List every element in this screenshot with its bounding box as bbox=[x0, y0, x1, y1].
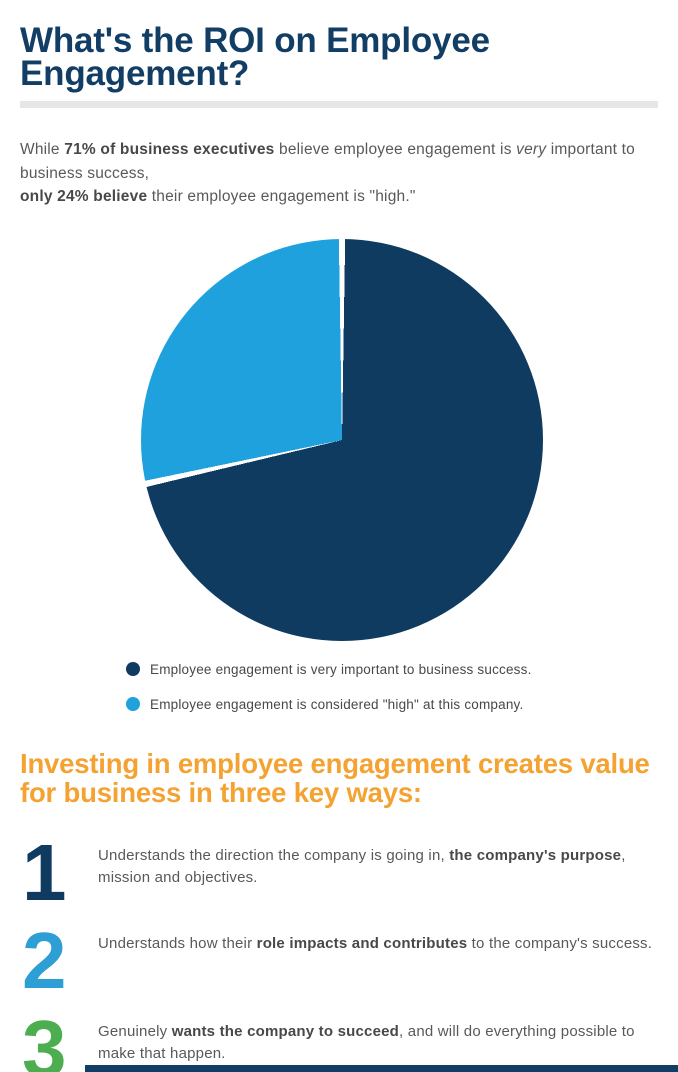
step-number: 3 bbox=[22, 1003, 67, 1072]
legend-item: Employee engagement is considered "high"… bbox=[126, 696, 678, 713]
intro-emphasis: very bbox=[516, 141, 547, 158]
pie-chart bbox=[141, 238, 543, 641]
step-text-segment: Understands the direction the company is… bbox=[98, 846, 450, 864]
step-text-segment: , mission and objectives. bbox=[98, 846, 626, 886]
page-title: What's the ROI on Employee Engagement? bbox=[20, 21, 490, 93]
section-heading: Investing in employee engagement creates… bbox=[20, 747, 650, 808]
step-item: 3 Genuinely wants the company to succeed… bbox=[0, 1003, 678, 1072]
legend-item: Employee engagement is very important to… bbox=[126, 661, 678, 678]
step-text-segment: Understands how their bbox=[98, 934, 257, 952]
step-text-bold: role impacts and contributes bbox=[256, 934, 468, 952]
footer-bar bbox=[85, 1065, 678, 1072]
legend-item-label: Employee engagement is very important to… bbox=[150, 661, 532, 677]
step-text: Genuinely wants the company to succeed, … bbox=[98, 1019, 654, 1072]
intro-text: their employee engagement is "high." bbox=[147, 188, 416, 205]
legend-item-label: Employee engagement is considered "high"… bbox=[150, 696, 524, 712]
step-number: 2 bbox=[22, 915, 67, 1005]
legend-swatch-icon bbox=[126, 697, 140, 711]
intro-text: important to business success, bbox=[20, 141, 636, 182]
title-divider bbox=[20, 101, 658, 108]
step-item: 1 Understands the direction the company … bbox=[0, 827, 678, 917]
step-text: Understands the direction the company is… bbox=[98, 843, 654, 903]
step-item: 2 Understands how their role impacts and… bbox=[0, 915, 678, 1005]
step-number: 1 bbox=[22, 827, 67, 917]
steps-list: 1 Understands the direction the company … bbox=[0, 827, 678, 1072]
intro-stat-24: only 24% believe bbox=[20, 188, 148, 205]
legend-swatch-icon bbox=[126, 662, 140, 676]
step-text: Understands how their role impacts and c… bbox=[98, 931, 654, 991]
intro-paragraph: While 71% of business executives believe… bbox=[20, 138, 650, 209]
step-text-segment: to the company's success. bbox=[467, 934, 653, 952]
intro-text: While bbox=[20, 141, 65, 158]
step-text-segment: , and will do everything possible to mak… bbox=[98, 1022, 635, 1062]
step-text-bold: wants the company to succeed bbox=[171, 1022, 400, 1040]
intro-text: believe employee engagement is bbox=[274, 141, 517, 158]
step-text-segment: Genuinely bbox=[98, 1022, 172, 1040]
intro-stat-71: 71% of business executives bbox=[64, 141, 275, 158]
step-text-bold: the company's purpose bbox=[449, 846, 622, 864]
chart-legend: Employee engagement is very important to… bbox=[126, 661, 678, 713]
